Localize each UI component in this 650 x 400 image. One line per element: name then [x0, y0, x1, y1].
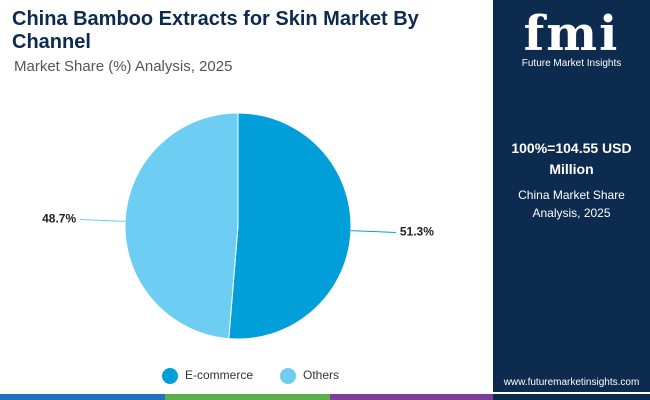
data-label: 48.7%: [42, 212, 76, 226]
pie-slice: [228, 112, 352, 340]
legend-swatch: [162, 368, 178, 384]
stripe: [330, 394, 493, 400]
sidebar: fmi Future Market Insights 100%=104.55 U…: [493, 0, 650, 392]
share-note: China Market Share Analysis, 2025: [518, 188, 625, 220]
stripe: [165, 394, 330, 400]
stripe: [0, 394, 165, 400]
chart-subtitle: Market Share (%) Analysis, 2025: [14, 58, 233, 75]
chart-title: China Bamboo Extracts for Skin Market By…: [12, 8, 419, 53]
legend-label: E-commerce: [185, 368, 253, 382]
brand: Future Market Insights: [521, 58, 622, 69]
logo: fmi: [523, 6, 620, 62]
data-label: 51.3%: [400, 225, 434, 239]
legend-swatch: [280, 368, 297, 384]
total-note: 100%=104.55 USD Million: [511, 140, 632, 177]
stripe: [493, 394, 650, 400]
leader-line: [80, 219, 126, 222]
pie-slice: [124, 112, 239, 340]
leader-line: [350, 230, 396, 233]
website[interactable]: www.futuremarketinsights.com: [503, 377, 640, 388]
legend-label: Others: [303, 368, 339, 382]
